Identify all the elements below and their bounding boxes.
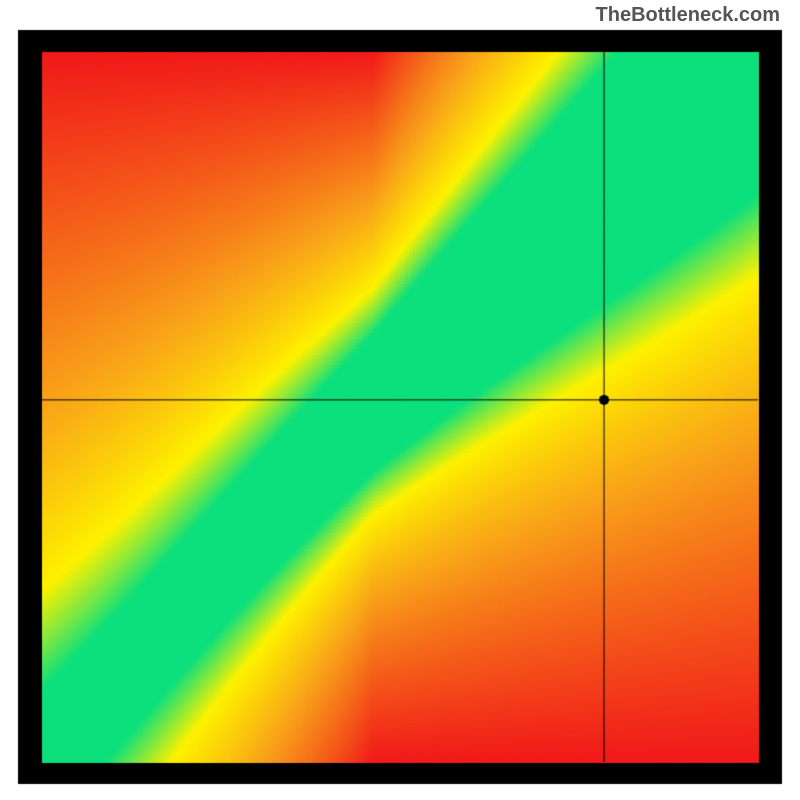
- heatmap-canvas: [0, 0, 800, 800]
- chart-container: TheBottleneck.com: [0, 0, 800, 800]
- attribution-text: TheBottleneck.com: [596, 4, 780, 27]
